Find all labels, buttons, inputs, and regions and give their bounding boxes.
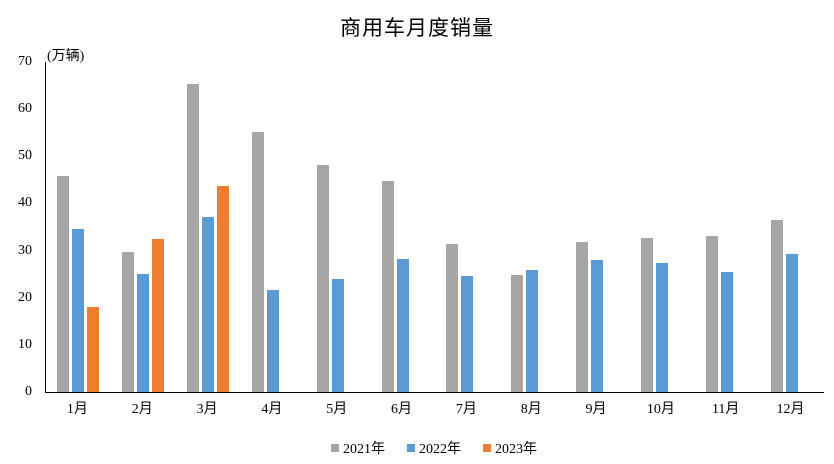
x-axis-label-8月: 8月	[520, 402, 542, 417]
legend-swatch-icon	[483, 444, 491, 452]
month-group-1月	[46, 62, 111, 392]
month-group-11月	[694, 62, 759, 392]
y-tick-label-60: 60	[18, 101, 32, 117]
x-axis-label-2月: 2月	[131, 402, 153, 417]
bar-2021年-1月	[57, 175, 70, 392]
y-tick-label-30: 30	[18, 242, 32, 258]
legend-swatch-icon	[331, 444, 339, 452]
bar-2021年-7月	[446, 243, 459, 392]
bar-2021年-10月	[640, 238, 653, 392]
x-axis-label-1月: 1月	[66, 402, 88, 417]
legend-item-2022年: 2022年	[407, 438, 461, 458]
month-group-9月	[565, 62, 630, 392]
legend-swatch-icon	[407, 444, 415, 452]
bar-2022年-4月	[266, 289, 279, 392]
bar-2021年-2月	[122, 251, 135, 392]
month-group-6月	[370, 62, 435, 392]
y-tick-label-40: 40	[18, 195, 32, 211]
bar-2021年-4月	[251, 131, 264, 392]
y-tick-label-0: 0	[25, 384, 32, 399]
month-group-2月	[111, 62, 176, 392]
y-tick-label-70: 70	[18, 54, 32, 69]
month-group-4月	[240, 62, 305, 392]
bar-2022年-12月	[785, 253, 798, 392]
bar-2022年-8月	[526, 269, 539, 392]
x-axis-label-9月: 9月	[585, 402, 607, 417]
y-tick-label-10: 10	[18, 336, 32, 352]
bar-2022年-2月	[137, 273, 150, 392]
legend: 2021年 2022年 2023年	[45, 438, 823, 458]
chart-title: 商用车月度销量	[340, 16, 494, 40]
bar-2023年-1月	[87, 306, 100, 392]
month-group-7月	[435, 62, 500, 392]
x-axis-label-6月: 6月	[391, 402, 413, 417]
bar-2023年-3月	[217, 186, 230, 392]
bar-2021年-9月	[576, 241, 589, 392]
x-axis-label-4月: 4月	[261, 402, 283, 417]
bar-2022年-9月	[591, 260, 604, 392]
bar-2022年-5月	[331, 278, 344, 392]
x-axis-label-10月: 10月	[646, 402, 675, 417]
month-group-12月	[759, 62, 824, 392]
x-axis-label-12月: 12月	[776, 402, 805, 417]
y-tick-label-50: 50	[18, 148, 32, 164]
bar-2021年-5月	[316, 164, 329, 392]
legend-label: 2021年	[343, 442, 385, 457]
legend-label: 2023年	[495, 442, 537, 457]
legend-item-2023年: 2023年	[483, 438, 537, 458]
bar-2021年-8月	[511, 274, 524, 392]
x-axis-label-5月: 5月	[326, 402, 348, 417]
bar-2021年-12月	[770, 219, 783, 392]
plot-area	[45, 62, 824, 393]
x-axis-label-11月: 11月	[711, 402, 740, 417]
bar-2021年-3月	[187, 84, 200, 392]
x-axis-label-7月: 7月	[455, 402, 477, 417]
bars-container	[46, 62, 824, 392]
x-axis-label-3月: 3月	[196, 402, 218, 417]
bar-2022年-3月	[202, 216, 215, 392]
legend-label: 2022年	[419, 442, 461, 457]
legend-item-2021年: 2021年	[331, 438, 385, 458]
month-group-5月	[305, 62, 370, 392]
bar-2022年-11月	[720, 271, 733, 392]
y-axis-unit-label: (万辆)	[47, 49, 85, 64]
bar-2022年-1月	[72, 229, 85, 392]
bar-2021年-11月	[705, 235, 718, 392]
y-tick-label-20: 20	[18, 289, 32, 305]
bar-2022年-10月	[655, 262, 668, 392]
bar-2022年-6月	[396, 258, 409, 392]
month-group-10月	[629, 62, 694, 392]
bar-2021年-6月	[381, 180, 394, 392]
month-group-3月	[176, 62, 241, 392]
x-axis-labels: 1月 2月 3月 4月 5月 6月 7月 8月 9月 10月 11月 12月	[45, 398, 823, 418]
bar-2022年-7月	[461, 275, 474, 392]
month-group-8月	[500, 62, 565, 392]
y-axis-tick-labels: 0 10 20 30 40 50 60 70	[0, 54, 39, 399]
bar-2023年-2月	[152, 239, 165, 392]
